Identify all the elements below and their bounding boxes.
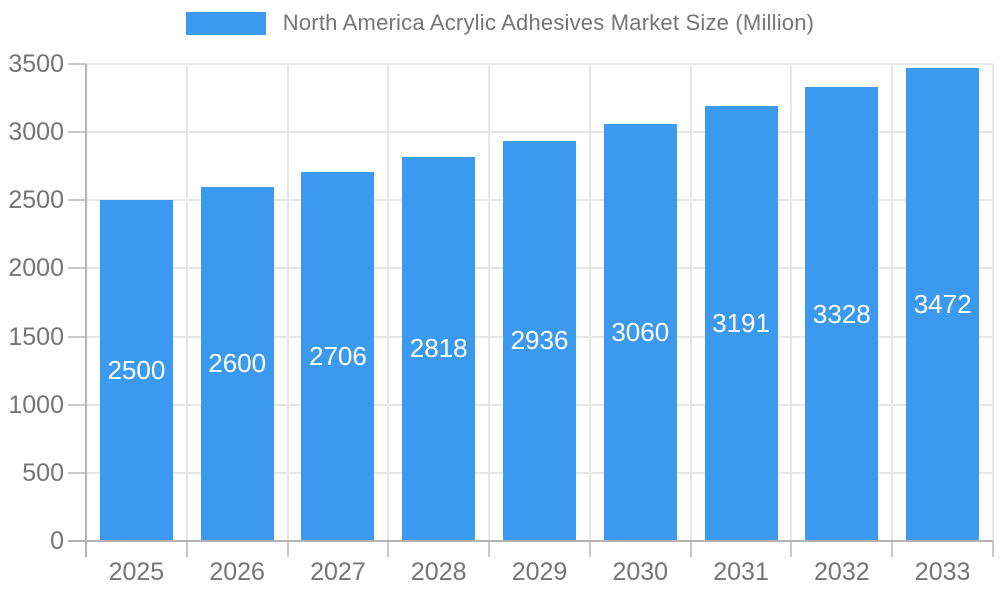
bar[interactable]: 2818	[402, 156, 476, 541]
y-axis-tick	[68, 335, 86, 338]
bar-value-label: 2600	[208, 348, 267, 379]
x-axis-label: 2026	[209, 558, 265, 586]
v-gridline	[387, 64, 390, 541]
x-axis-label: 2032	[814, 558, 870, 586]
y-axis-tick	[68, 63, 86, 65]
x-axis-label: 2025	[108, 558, 165, 586]
y-axis-label: 500	[22, 458, 64, 487]
bar[interactable]: 3060	[603, 123, 677, 541]
x-axis-label: 2028	[410, 558, 467, 586]
x-axis-tick	[891, 541, 894, 557]
h-gridline	[86, 63, 993, 65]
x-axis-label: 2027	[310, 558, 366, 586]
x-axis-label: 2033	[914, 558, 971, 586]
bar[interactable]: 3472	[906, 67, 980, 541]
x-axis-tick	[588, 541, 591, 557]
legend-swatch	[185, 11, 266, 35]
x-axis-tick	[488, 541, 491, 557]
y-axis-label: 2500	[8, 186, 64, 215]
y-axis-line	[85, 64, 87, 557]
bar-value-label: 3060	[611, 316, 670, 347]
bar-value-label: 2500	[107, 355, 166, 386]
bar[interactable]: 2500	[99, 200, 173, 541]
y-axis-label: 2000	[8, 254, 64, 283]
y-axis-label: 1000	[8, 390, 64, 419]
bar[interactable]: 2936	[503, 140, 576, 541]
x-axis-tick	[387, 541, 390, 557]
bar[interactable]: 2706	[301, 172, 375, 541]
v-gridline	[588, 64, 591, 541]
x-axis-label: 2031	[713, 558, 769, 586]
bar-value-label: 2818	[409, 333, 468, 364]
x-axis-tick	[286, 541, 289, 557]
v-gridline	[790, 64, 793, 541]
x-axis-tick	[992, 541, 994, 557]
bar-value-label: 2706	[309, 341, 367, 372]
x-axis-label: 2029	[511, 558, 568, 586]
y-axis-label: 3500	[8, 50, 64, 78]
x-axis-tick	[185, 541, 188, 557]
bar[interactable]: 3328	[805, 87, 879, 541]
bar-value-label: 3472	[913, 288, 972, 319]
v-gridline	[689, 64, 692, 541]
bar[interactable]: 2600	[200, 186, 274, 541]
x-axis-label: 2030	[612, 558, 669, 586]
y-axis-tick	[68, 267, 86, 270]
v-gridline	[185, 64, 188, 541]
x-axis-tick	[689, 541, 692, 557]
bar-value-label: 2936	[510, 325, 569, 356]
v-gridline	[891, 64, 894, 541]
v-gridline	[286, 64, 289, 541]
y-axis-label: 1500	[8, 322, 64, 351]
bar[interactable]: 3191	[704, 106, 778, 541]
v-gridline	[992, 64, 994, 541]
y-axis-tick	[68, 131, 86, 134]
y-axis-label: 0	[50, 527, 64, 555]
legend: North America Acrylic Adhesives Market S…	[0, 0, 1000, 46]
x-axis-line	[68, 540, 993, 542]
y-axis-tick	[68, 199, 86, 202]
legend-label: North America Acrylic Adhesives Market S…	[282, 10, 815, 35]
v-gridline	[488, 64, 491, 541]
y-axis-tick	[68, 471, 86, 474]
y-axis-label: 3000	[8, 118, 64, 147]
h-gridline	[86, 131, 993, 134]
bar-value-label: 3191	[712, 308, 770, 339]
bar-value-label: 3328	[812, 298, 871, 329]
y-axis-tick	[68, 403, 86, 406]
x-axis-tick	[790, 541, 793, 557]
